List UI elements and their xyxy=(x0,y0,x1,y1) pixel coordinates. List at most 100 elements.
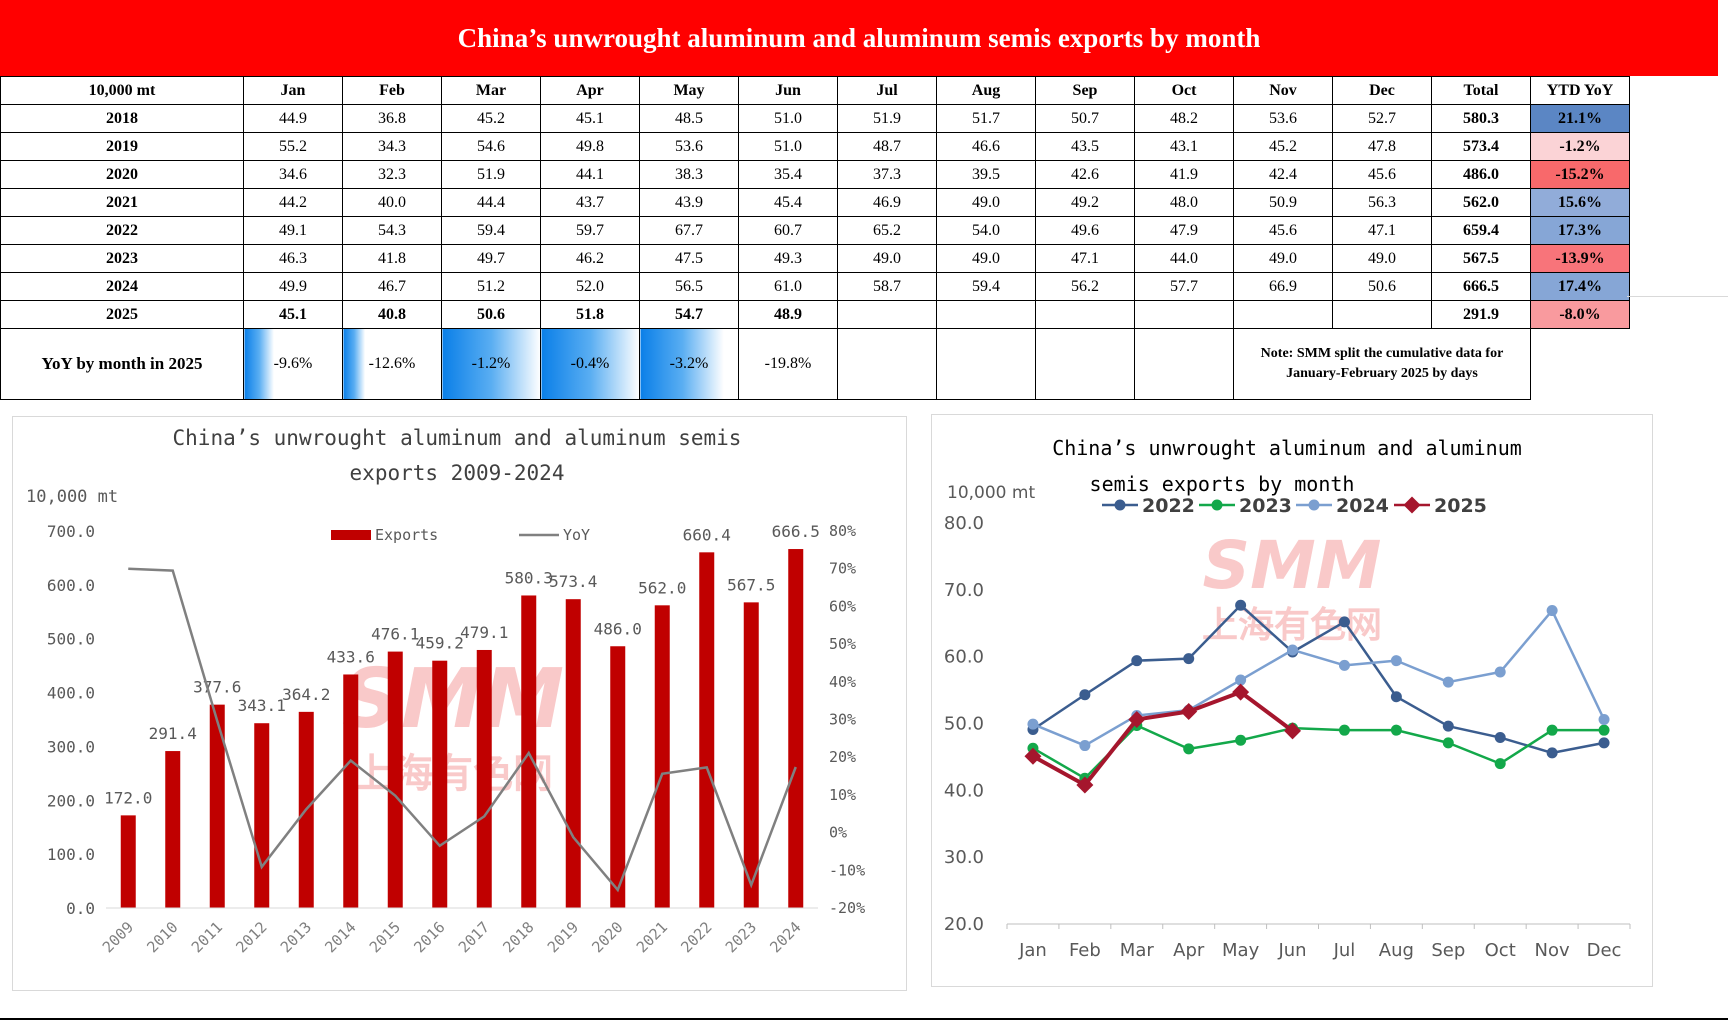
table-row-yoy-2025: YoY by month in 2025 -9.6% -12.6% -1.2% -0.4… xyxy=(0,328,1630,400)
legend-marker-2022 xyxy=(1114,499,1126,511)
bar-data-label: 343.1 xyxy=(238,696,286,715)
value-cell xyxy=(936,300,1036,329)
y-tick-label: 80.0 xyxy=(944,513,984,534)
bar-data-label: 562.0 xyxy=(638,578,686,597)
data-point-2023 xyxy=(1338,724,1350,736)
value-cell: 56.3 xyxy=(1332,188,1432,217)
value-cell: 56.5 xyxy=(639,272,739,301)
value-cell: 45.4 xyxy=(738,188,838,217)
y2-tick-label: 0% xyxy=(829,824,847,842)
month-header-oct: Oct xyxy=(1134,76,1234,105)
month-header-may: May xyxy=(639,76,739,105)
value-cell: 48.9 xyxy=(738,300,838,329)
value-cell: 44.4 xyxy=(441,188,541,217)
export-bar xyxy=(343,674,359,908)
value-cell: 49.0 xyxy=(1233,244,1333,273)
table-row-2024: 2024 49.9 46.7 51.2 52.0 56.5 61.0 58.7 59.4 56.2… xyxy=(0,272,1630,301)
year-cell: 2022 xyxy=(0,216,244,245)
value-cell: 45.6 xyxy=(1332,160,1432,189)
value-cell: 58.7 xyxy=(837,272,937,301)
x-tick-label: Jun xyxy=(1277,940,1306,961)
value-cell: 49.2 xyxy=(1035,188,1135,217)
x-tick-label: Aug xyxy=(1379,940,1414,961)
x-tick-label: 2011 xyxy=(188,918,226,956)
export-bar xyxy=(476,649,492,908)
chart-title-line2: semis exports by month xyxy=(1090,472,1355,496)
value-cell: 50.9 xyxy=(1233,188,1333,217)
total-cell: 666.5 xyxy=(1431,272,1531,301)
value-cell: 48.2 xyxy=(1134,104,1234,133)
data-point-2025 xyxy=(1024,747,1042,765)
y2-tick-label: 70% xyxy=(829,560,856,578)
export-bar xyxy=(565,599,581,908)
value-cell: 44.1 xyxy=(540,160,640,189)
value-cell: 49.0 xyxy=(837,244,937,273)
value-cell: 54.3 xyxy=(342,216,442,245)
table-row-2021: 2021 44.2 40.0 44.4 43.7 43.9 45.4 46.9 49.0 49.2… xyxy=(0,188,1630,217)
value-cell: 42.4 xyxy=(1233,160,1333,189)
value-cell: 51.8 xyxy=(540,300,640,329)
month-header-jun: Jun xyxy=(738,76,838,105)
value-cell: 34.6 xyxy=(243,160,343,189)
value-cell: 44.2 xyxy=(243,188,343,217)
y-tick-label: 50.0 xyxy=(944,714,984,735)
bottom-border xyxy=(0,1018,1728,1020)
yoy-month-cell: -19.8% xyxy=(738,328,838,400)
data-point-2022 xyxy=(1235,599,1247,611)
data-point-2025 xyxy=(1284,722,1302,740)
value-cell: 43.5 xyxy=(1035,132,1135,161)
ytd-yoy-cell: 17.4% xyxy=(1530,272,1630,301)
monthly-exports-chart-panel: SMM 上海有色网 China’s unwrought aluminum and a… xyxy=(931,414,1653,987)
data-point-2022 xyxy=(1079,689,1091,701)
value-cell: 49.0 xyxy=(1332,244,1432,273)
x-tick-label: 2017 xyxy=(455,918,493,956)
data-point-2024 xyxy=(1235,674,1247,686)
data-point-2022 xyxy=(1546,747,1558,759)
value-cell: 46.9 xyxy=(837,188,937,217)
table-row-2018: 2018 44.9 36.8 45.2 45.1 48.5 51.0 51.9 51.7 50.7… xyxy=(0,104,1630,133)
yoy-month-cell: -0.4% xyxy=(540,328,640,400)
value-cell: 37.3 xyxy=(837,160,937,189)
value-cell: 40.0 xyxy=(342,188,442,217)
total-cell: 573.4 xyxy=(1431,132,1531,161)
value-cell: 51.9 xyxy=(441,160,541,189)
ytd-yoy-cell: -8.0% xyxy=(1530,300,1630,329)
value-cell: 51.0 xyxy=(738,104,838,133)
table-row-2020: 2020 34.6 32.3 51.9 44.1 38.3 35.4 37.3 39.5 42.6… xyxy=(0,160,1630,189)
value-cell xyxy=(1233,300,1333,329)
export-bar xyxy=(788,549,804,908)
value-cell: 46.7 xyxy=(342,272,442,301)
note-cell: Note: SMM split the cumulative data for … xyxy=(1233,328,1531,400)
month-header-jan: Jan xyxy=(243,76,343,105)
value-cell: 32.3 xyxy=(342,160,442,189)
gridline-divider xyxy=(1627,296,1728,297)
value-cell: 48.7 xyxy=(837,132,937,161)
series-line-2022 xyxy=(1032,603,1605,755)
month-header-sep: Sep xyxy=(1035,76,1135,105)
y2-tick-label: -20% xyxy=(829,899,865,917)
x-tick-label: Nov xyxy=(1535,940,1570,961)
data-point-2024 xyxy=(1494,666,1506,678)
chart-title-line1: China’s unwrought aluminum and aluminum … xyxy=(173,426,742,450)
value-cell: 49.3 xyxy=(738,244,838,273)
value-cell xyxy=(1332,300,1432,329)
x-tick-label: Feb xyxy=(1069,940,1101,961)
value-cell: 49.1 xyxy=(243,216,343,245)
value-cell: 42.6 xyxy=(1035,160,1135,189)
ytd-yoy-cell: 15.6% xyxy=(1530,188,1630,217)
export-bar xyxy=(254,723,270,908)
x-tick-label: 2024 xyxy=(766,918,804,956)
x-tick-label: Sep xyxy=(1431,940,1465,961)
table-header-row: 10,000 mt Jan Feb Mar Apr May Jun Jul Aug Sep Oct N… xyxy=(0,76,1630,105)
year-cell: 2025 xyxy=(0,300,244,329)
bar-data-label: 573.4 xyxy=(549,572,597,591)
x-tick-label: 2021 xyxy=(633,918,671,956)
x-tick-label: 2016 xyxy=(410,918,448,956)
data-point-2023 xyxy=(1598,724,1610,736)
month-header-mar: Mar xyxy=(441,76,541,105)
year-cell: 2019 xyxy=(0,132,244,161)
value-cell: 52.0 xyxy=(540,272,640,301)
value-cell xyxy=(1134,300,1234,329)
value-cell: 56.2 xyxy=(1035,272,1135,301)
